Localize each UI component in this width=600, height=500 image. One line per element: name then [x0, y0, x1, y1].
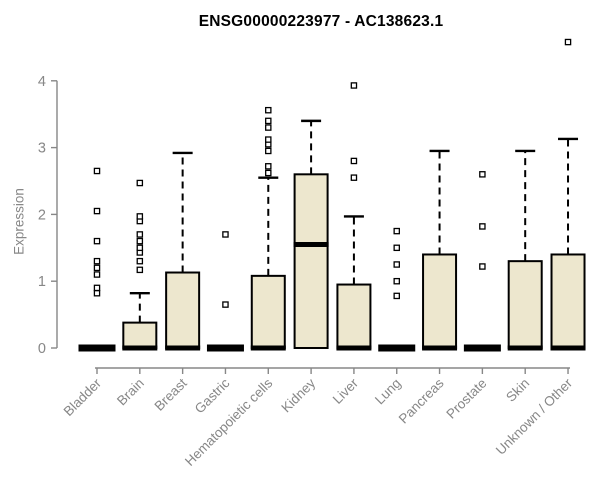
outlier-point [93, 264, 101, 272]
outlier-point [136, 244, 144, 252]
outlier-point [564, 38, 572, 46]
x-tick-label: Lung [372, 376, 404, 408]
y-tick-label: 0 [38, 341, 46, 357]
outlier-point [93, 167, 101, 175]
outlier-point [136, 179, 144, 187]
box-iqr [250, 274, 286, 349]
box-iqr [507, 260, 543, 349]
y-axis-label: Expression [11, 188, 27, 255]
chart-title: ENSG00000223977 - AC138623.1 [198, 13, 444, 30]
y-tick-label: 3 [38, 141, 46, 157]
outlier-point [265, 117, 272, 125]
box-iqr [336, 283, 372, 350]
outlier-point [350, 82, 358, 89]
outlier-point [479, 171, 486, 178]
outlier-point [393, 261, 400, 268]
outlier-point [265, 124, 272, 131]
x-tick-label: Pancreas [396, 375, 447, 426]
outlier-point [222, 301, 229, 308]
outlier-point [93, 257, 101, 265]
outlier-point [265, 147, 272, 155]
outlier-point [136, 237, 144, 245]
outlier-point [393, 227, 400, 235]
outlier-point [93, 207, 101, 215]
outlier-point [136, 213, 144, 220]
x-tick-label: Liver [330, 375, 362, 407]
x-tick-label: Brain [114, 376, 147, 409]
outlier-point [479, 263, 486, 270]
outlier-point [222, 231, 229, 238]
x-tick-label: Prostate [443, 376, 489, 422]
y-tick-label: 1 [38, 274, 46, 290]
outlier-point [93, 271, 101, 278]
outlier-point [350, 157, 358, 165]
outlier-point [93, 237, 101, 245]
outlier-point [350, 174, 358, 181]
x-tick-label: Gastric [192, 375, 233, 416]
box-iqr [422, 253, 458, 349]
outlier-point [265, 163, 272, 170]
outlier-point [393, 244, 400, 252]
box-iqr [165, 271, 201, 349]
outlier-point [93, 289, 101, 297]
x-tick-label: Skin [503, 376, 532, 405]
outlier-point [265, 136, 272, 143]
y-tick-label: 4 [38, 74, 46, 90]
outlier-point [93, 284, 101, 292]
outlier-point [136, 231, 144, 238]
outlier-point [393, 277, 400, 285]
box-iqr [293, 173, 329, 349]
box-iqr [122, 321, 158, 349]
y-tick-label: 2 [38, 207, 46, 223]
outlier-point [265, 106, 272, 114]
box-iqr [550, 253, 586, 349]
x-tick-label: Unknown / Other [493, 375, 576, 458]
outlier-point [136, 257, 144, 265]
x-tick-label: Kidney [278, 375, 318, 415]
outlier-point [479, 223, 486, 230]
x-tick-label: Bladder [61, 375, 105, 419]
x-tick-label: Breast [152, 375, 190, 413]
outlier-point [393, 292, 400, 300]
outlier-point [136, 266, 144, 274]
outlier-point [265, 169, 272, 177]
